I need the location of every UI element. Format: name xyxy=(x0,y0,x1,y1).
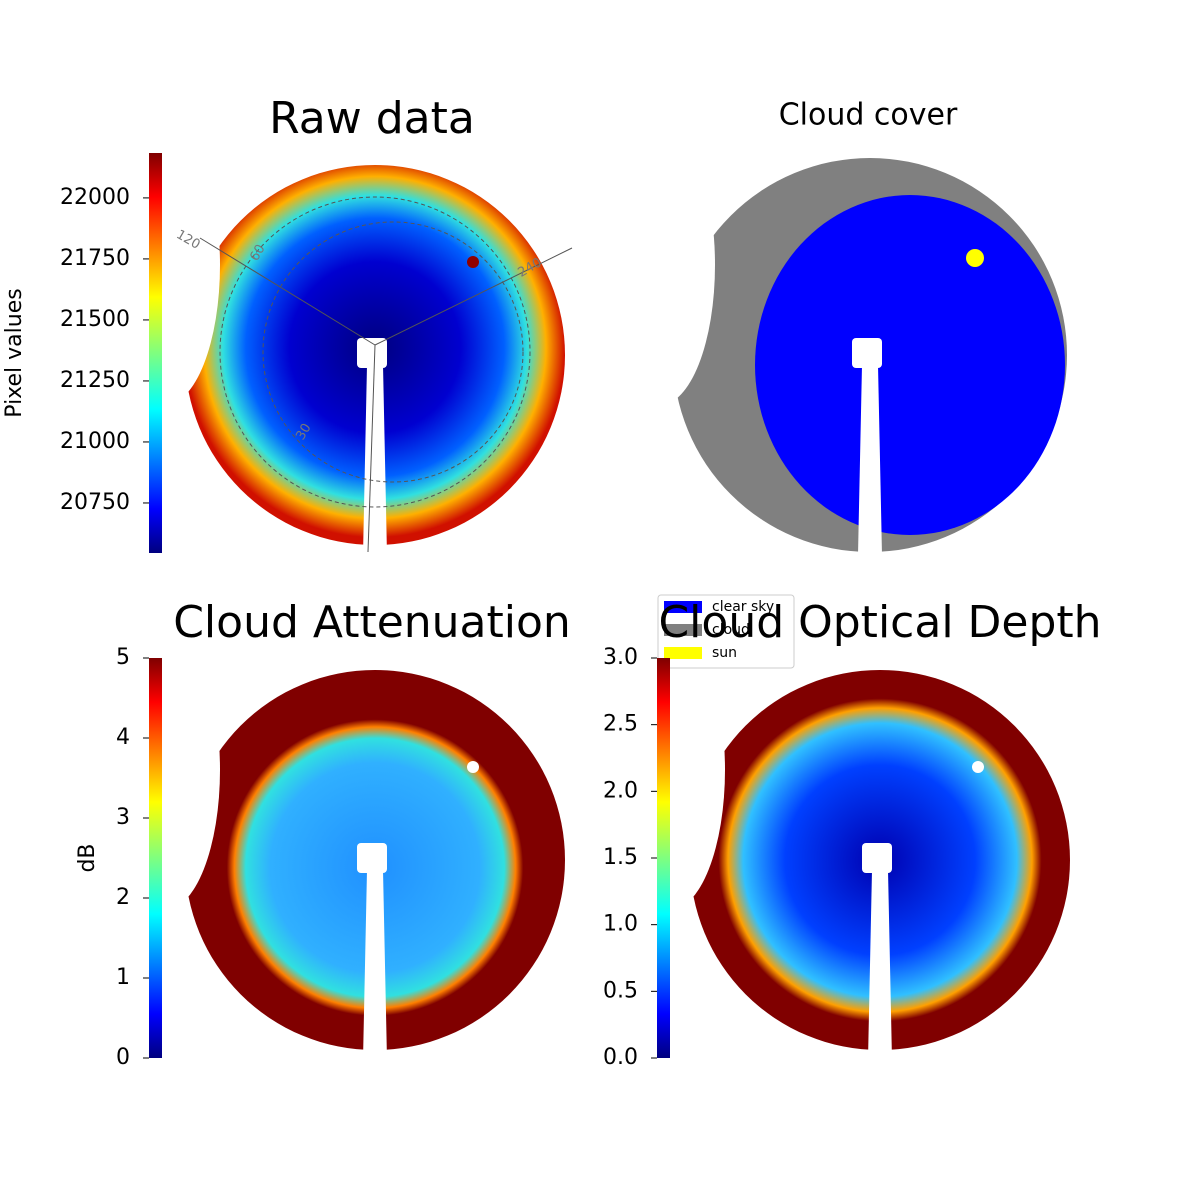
polar-circle xyxy=(219,196,531,508)
polar-label: 30 xyxy=(293,421,314,443)
camera-mask xyxy=(862,843,892,873)
sun-mask xyxy=(467,761,479,773)
legend-swatch xyxy=(664,624,702,636)
colorbar-tick-label: 21750 xyxy=(60,246,130,271)
polar-circle xyxy=(262,221,524,483)
legend-swatch xyxy=(664,601,702,613)
colorbar-label: dB xyxy=(75,843,100,872)
panel-title: Cloud cover xyxy=(779,98,958,133)
azimuth-line xyxy=(199,237,376,346)
clear-sky-region xyxy=(755,195,1065,535)
horizon-cutout xyxy=(605,125,715,405)
colorbar-tick-label: 21500 xyxy=(60,307,130,332)
colorbar-label: Pixel values xyxy=(2,288,27,417)
pole-mask xyxy=(363,365,387,555)
pole-mask xyxy=(858,365,882,555)
polar-grid xyxy=(199,196,573,553)
colorbar-tick-label: 4 xyxy=(116,725,130,750)
sun-mask xyxy=(972,761,984,773)
colorbar-tick-label: 1 xyxy=(116,965,130,990)
sun-spot xyxy=(467,256,479,268)
pole-mask xyxy=(868,870,892,1060)
colorbar xyxy=(149,658,162,1058)
colorbar-tick-label: 5 xyxy=(116,645,130,670)
azimuth-line xyxy=(367,344,376,553)
colorbar-tick-label: 0 xyxy=(116,1045,130,1070)
sky-images xyxy=(110,125,1070,1060)
horizon-cutout xyxy=(110,630,220,910)
legend: clear sky cloud sun xyxy=(657,594,795,669)
legend-label: clear sky xyxy=(712,599,774,615)
panel-title: Cloud Optical Depth xyxy=(658,597,1101,648)
pole-mask xyxy=(363,870,387,1060)
colorbar-tick-label: 2 xyxy=(116,885,130,910)
colorbar-tick-label: 0.5 xyxy=(603,978,638,1003)
colorbar-tick-label: 2.5 xyxy=(603,712,638,737)
colorbar xyxy=(657,658,670,1058)
camera-mask xyxy=(357,338,387,368)
colorbar-tick-label: 3 xyxy=(116,805,130,830)
panel-title: Raw data xyxy=(269,93,475,144)
camera-mask xyxy=(852,338,882,368)
camera-mask xyxy=(357,843,387,873)
azimuth-line xyxy=(374,247,573,346)
colorbar-tick-label: 21250 xyxy=(60,368,130,393)
colorbar-tick-label: 21000 xyxy=(60,429,130,454)
legend-swatch xyxy=(664,647,702,659)
sun-region xyxy=(966,249,984,267)
horizon-cutout xyxy=(110,125,220,405)
legend-label: sun xyxy=(712,645,737,661)
colorbar-tick-label: 2.0 xyxy=(603,778,638,803)
colorbar-tick-label: 3.0 xyxy=(603,645,638,670)
colorbar-tick-label: 22000 xyxy=(60,185,130,210)
legend-label: cloud xyxy=(712,622,750,638)
panel-title: Cloud Attenuation xyxy=(173,597,571,648)
polar-label: 60 xyxy=(247,242,268,264)
colorbar-tick-label: 0.0 xyxy=(603,1045,638,1070)
colorbar-tick-label: 20750 xyxy=(60,490,130,515)
colorbar-tick-label: 1.0 xyxy=(603,912,638,937)
colorbar xyxy=(149,153,162,553)
colorbar-tick-label: 1.5 xyxy=(603,845,638,870)
